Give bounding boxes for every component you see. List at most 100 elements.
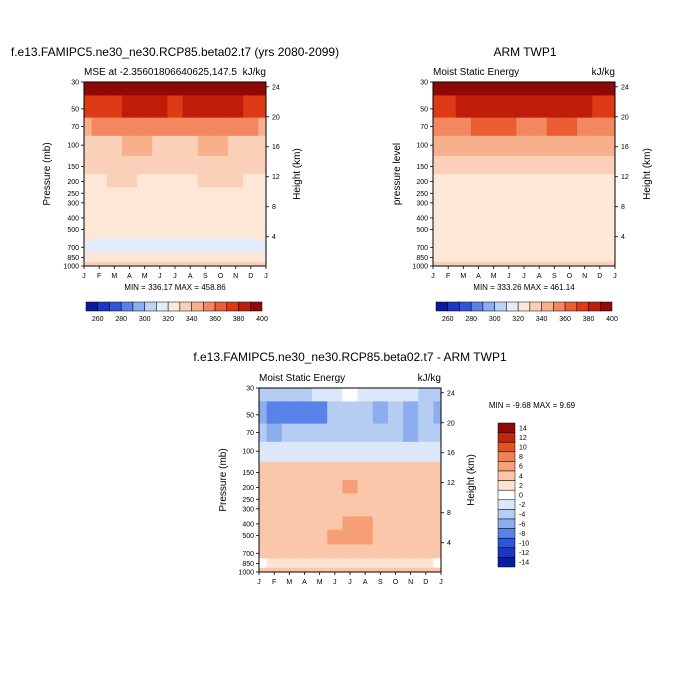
heatmap-cell — [312, 423, 328, 443]
heatmap-cell — [228, 82, 244, 96]
heatmap-cell — [296, 480, 313, 494]
x-tick-label: N — [233, 273, 238, 280]
heatmap-cell — [357, 567, 374, 573]
heatmap-cell — [403, 388, 419, 402]
heatmap-cell — [327, 461, 343, 481]
heatmap-cell — [258, 174, 267, 188]
colorbar-label: 300 — [489, 316, 501, 323]
heatmap-cell — [577, 135, 593, 157]
heatmap-cells — [84, 82, 267, 267]
heatmap-cell — [296, 529, 313, 545]
heatmap-cell — [197, 252, 214, 263]
colorbar-label: 320 — [162, 316, 174, 323]
heatmap-cell — [342, 423, 359, 443]
y-tick-label: 150 — [67, 164, 79, 171]
heatmap-cell — [197, 238, 214, 253]
heatmap-cell — [84, 261, 93, 267]
heatmap-cell — [433, 516, 442, 531]
colorbar-swatch — [226, 301, 239, 312]
x-tick-label: J — [613, 273, 617, 280]
heatmap-cell — [167, 82, 184, 96]
heatmap-cell — [455, 198, 472, 211]
heatmap-cell — [212, 223, 229, 239]
heatmap-cell — [137, 135, 153, 157]
right-tick-label: 20 — [272, 114, 280, 121]
heatmap-cell — [470, 117, 487, 137]
heatmap-cell — [312, 567, 328, 573]
heatmap-cell — [387, 529, 404, 545]
heatmap-cell — [259, 558, 268, 569]
colorbar-label: -2 — [519, 502, 525, 509]
heatmap-cell — [259, 567, 268, 573]
heatmap-cell — [561, 82, 578, 96]
x-tick-label: M — [142, 273, 148, 280]
y-tick-label: 1000 — [238, 570, 254, 577]
heatmap-cell — [403, 441, 419, 463]
heatmap-cell — [546, 210, 563, 225]
heatmap-cell — [212, 198, 229, 211]
heatmap-cell — [372, 388, 389, 402]
right-tick-label: 24 — [272, 84, 280, 91]
panel-title: ARM TWP1 — [493, 45, 556, 59]
heatmap-cell — [561, 174, 578, 188]
heatmap-cell — [84, 135, 93, 157]
right-tick-label: 24 — [621, 84, 629, 91]
heatmap-cell — [592, 198, 608, 211]
heatmap-cell — [403, 567, 419, 573]
colorbar-swatch — [85, 301, 98, 312]
heatmap-cells — [433, 82, 616, 267]
heatmap-cell — [182, 117, 199, 137]
right-tick-label: 4 — [621, 234, 625, 241]
heatmap-cell — [212, 135, 229, 157]
colorbar-label: 340 — [186, 316, 198, 323]
heatmap-cell — [212, 187, 229, 199]
heatmap-cell — [327, 544, 343, 559]
heatmap-cell — [418, 529, 434, 545]
heatmap-cell — [342, 480, 359, 494]
heatmap-cell — [182, 82, 199, 96]
colorbar-label: 10 — [519, 445, 527, 452]
heatmap-cell — [433, 95, 442, 119]
heatmap-cell — [106, 223, 123, 239]
heatmap-cell — [372, 461, 389, 481]
heatmap-cell — [266, 504, 283, 517]
heatmap-cell — [403, 401, 419, 425]
heatmap-cell — [546, 252, 563, 263]
heatmap-cell — [470, 238, 487, 253]
heatmap-cell — [418, 544, 434, 559]
heatmap-cell — [182, 210, 199, 225]
right-axis-ticks: 24 20 16 12 8 4 — [615, 84, 629, 241]
colorbar-swatch — [497, 518, 516, 529]
y-tick-label: 200 — [242, 485, 254, 492]
heatmap-cell — [516, 238, 533, 253]
heatmap-cell — [258, 82, 267, 96]
heatmap-cell — [531, 82, 548, 96]
heatmap-cell — [455, 261, 472, 267]
heatmap-cell — [516, 135, 533, 157]
heatmap-cell — [258, 135, 267, 157]
heatmap-cell — [91, 82, 108, 96]
colorbar-label: 380 — [233, 316, 245, 323]
heatmap-cell — [266, 480, 283, 494]
heatmap-cell — [516, 252, 533, 263]
colorbar-swatch — [191, 301, 204, 312]
heatmap-cell — [470, 261, 487, 267]
heatmap-cell — [152, 135, 168, 157]
heatmap-cell — [531, 95, 548, 119]
y-tick-label: 500 — [67, 227, 79, 234]
heatmap-cell — [91, 155, 108, 175]
heatmap-cell — [561, 238, 578, 253]
right-tick-label: 12 — [621, 174, 629, 181]
heatmap-cell — [577, 187, 593, 199]
colorbar-swatch — [497, 470, 516, 481]
heatmap-cell — [546, 82, 563, 96]
heatmap-cell — [387, 401, 404, 425]
colorbar-swatch — [553, 301, 566, 312]
right-tick-label: 24 — [447, 390, 455, 397]
heatmap-cell — [577, 261, 593, 267]
heatmap-cell — [152, 261, 168, 267]
colorbar-swatch — [238, 301, 251, 312]
x-tick-label: O — [567, 273, 573, 280]
colorbar-swatch — [497, 480, 516, 491]
heatmap-cell — [440, 238, 457, 253]
